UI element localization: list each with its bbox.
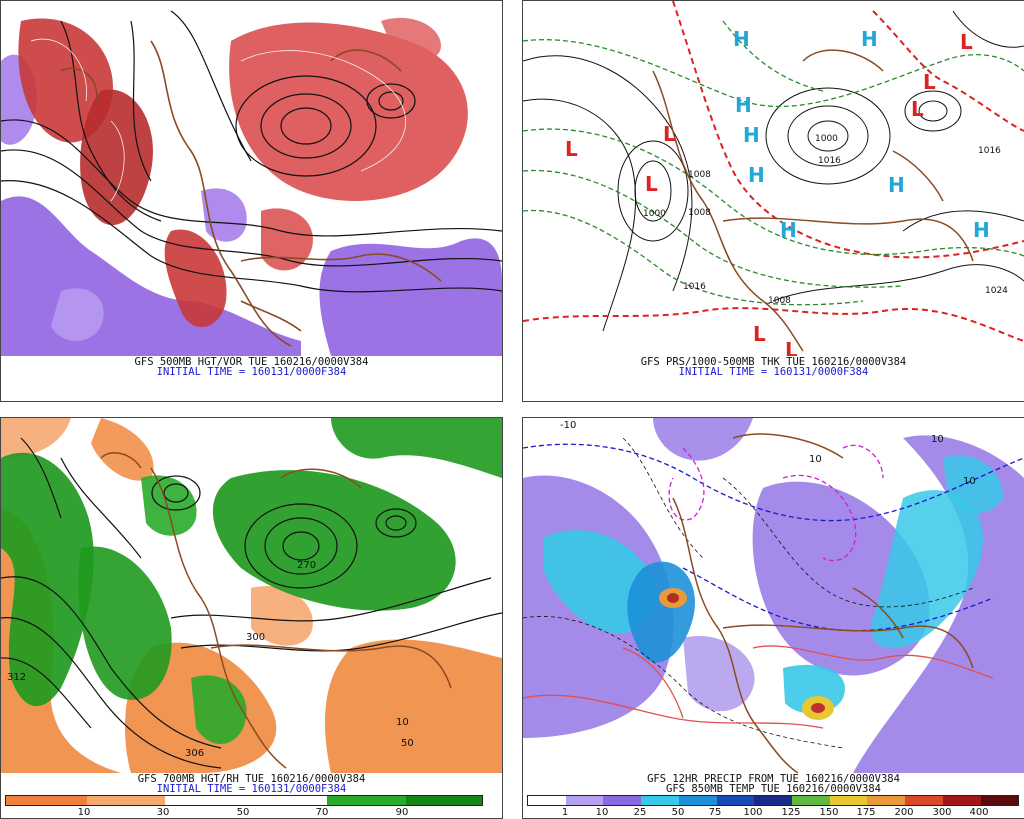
pressure-label: 1008 bbox=[688, 170, 711, 180]
temp-label: -10 bbox=[560, 420, 576, 431]
temp-label: 10 bbox=[963, 476, 976, 487]
rh-label: 10 bbox=[396, 717, 409, 728]
low-pressure-symbol: L bbox=[565, 137, 578, 161]
precipitation-map: 10 10 -10 10 bbox=[523, 418, 1024, 773]
pressure-thickness-map: 1000 1008 1016 1008 1016 1016 1024 1008 … bbox=[523, 1, 1024, 356]
panel-precip-850-temp: 10 10 -10 10 GFS 12HR PRECIP FROM TUE 16… bbox=[522, 417, 1024, 819]
pressure-label: 1024 bbox=[985, 286, 1008, 296]
scale-tick: 30 bbox=[156, 807, 170, 818]
low-pressure-symbol: L bbox=[645, 172, 658, 196]
scale-tick: 10 bbox=[595, 807, 609, 818]
scale-tick: 125 bbox=[781, 807, 801, 818]
high-pressure-symbol: H bbox=[888, 173, 905, 197]
scale-tick: 75 bbox=[708, 807, 722, 818]
rh-color-scale: 10 30 50 70 90 bbox=[5, 795, 483, 818]
low-pressure-symbol: L bbox=[923, 70, 936, 94]
height-label: 300 bbox=[246, 632, 265, 643]
pressure-label: 1008 bbox=[768, 296, 791, 306]
pressure-label: 1016 bbox=[683, 282, 706, 292]
scale-tick: 90 bbox=[395, 807, 409, 818]
precip-color-scale: 1 10 25 50 75 100 125 150 175 200 300 40… bbox=[527, 795, 1019, 818]
pressure-label: 1016 bbox=[978, 146, 1001, 156]
precip-scale-bar bbox=[527, 795, 1019, 806]
caption-initial-time: INITIAL TIME = 160131/0000F384 bbox=[156, 366, 347, 378]
low-pressure-symbol: L bbox=[785, 338, 798, 356]
height-label: 312 bbox=[7, 672, 26, 683]
low-pressure-symbol: L bbox=[911, 97, 924, 121]
low-pressure-symbol: L bbox=[753, 322, 766, 346]
scale-tick: 1 bbox=[561, 807, 569, 818]
height-label: 270 bbox=[297, 560, 316, 571]
low-pressure-symbol: L bbox=[663, 122, 676, 146]
scale-tick: 200 bbox=[894, 807, 914, 818]
high-pressure-symbol: H bbox=[733, 27, 750, 51]
rh-scale-bar bbox=[5, 795, 483, 806]
temp-label: 10 bbox=[931, 434, 944, 445]
caption-initial-time: INITIAL TIME = 160131/0000F384 bbox=[156, 783, 347, 795]
scale-tick: 175 bbox=[856, 807, 876, 818]
caption-title: GFS 500MB HGT/VOR TUE 160216/0000V384 bbox=[134, 356, 369, 368]
caption-subtitle: GFS 850MB TEMP TUE 160216/0000V384 bbox=[666, 783, 881, 795]
panel-500mb-hgt-vor: GFS 500MB HGT/VOR TUE 160216/0000V384 IN… bbox=[0, 0, 503, 402]
scale-tick: 70 bbox=[315, 807, 329, 818]
relative-humidity-map: 312 306 300 270 50 10 bbox=[1, 418, 502, 773]
pressure-label: 1008 bbox=[688, 208, 711, 218]
high-pressure-symbol: H bbox=[780, 218, 797, 242]
caption-title: GFS PRS/1000-500MB THK TUE 160216/0000V3… bbox=[640, 356, 907, 368]
pressure-label: 1000 bbox=[815, 134, 838, 144]
scale-tick: 150 bbox=[819, 807, 839, 818]
high-pressure-symbol: H bbox=[973, 218, 990, 242]
pressure-label: 1016 bbox=[818, 156, 841, 166]
rh-label: 50 bbox=[401, 738, 414, 749]
temp-label: 10 bbox=[809, 454, 822, 465]
pressure-label: 1000 bbox=[643, 209, 666, 219]
high-pressure-symbol: H bbox=[861, 27, 878, 51]
high-pressure-symbol: H bbox=[748, 163, 765, 187]
caption-title: GFS 700MB HGT/RH TUE 160216/0000V384 bbox=[137, 773, 366, 785]
panel-prs-thk: 1000 1008 1016 1008 1016 1016 1024 1008 … bbox=[522, 0, 1024, 402]
height-label: 306 bbox=[185, 748, 204, 759]
scale-tick: 25 bbox=[633, 807, 647, 818]
scale-tick: 300 bbox=[932, 807, 952, 818]
scale-tick: 50 bbox=[671, 807, 685, 818]
caption-title: GFS 12HR PRECIP FROM TUE 160216/0000V384 bbox=[647, 773, 900, 785]
caption-initial-time: INITIAL TIME = 160131/0000F384 bbox=[678, 366, 869, 378]
low-pressure-symbol: L bbox=[960, 30, 973, 54]
scale-tick: 50 bbox=[236, 807, 250, 818]
scale-tick: 400 bbox=[969, 807, 989, 818]
high-pressure-symbol: H bbox=[743, 123, 760, 147]
panel-700mb-hgt-rh: 312 306 300 270 50 10 GFS 700MB HGT/RH T… bbox=[0, 417, 503, 819]
vorticity-map bbox=[1, 1, 502, 356]
high-pressure-symbol: H bbox=[735, 93, 752, 117]
scale-tick: 10 bbox=[77, 807, 91, 818]
scale-tick: 100 bbox=[743, 807, 763, 818]
